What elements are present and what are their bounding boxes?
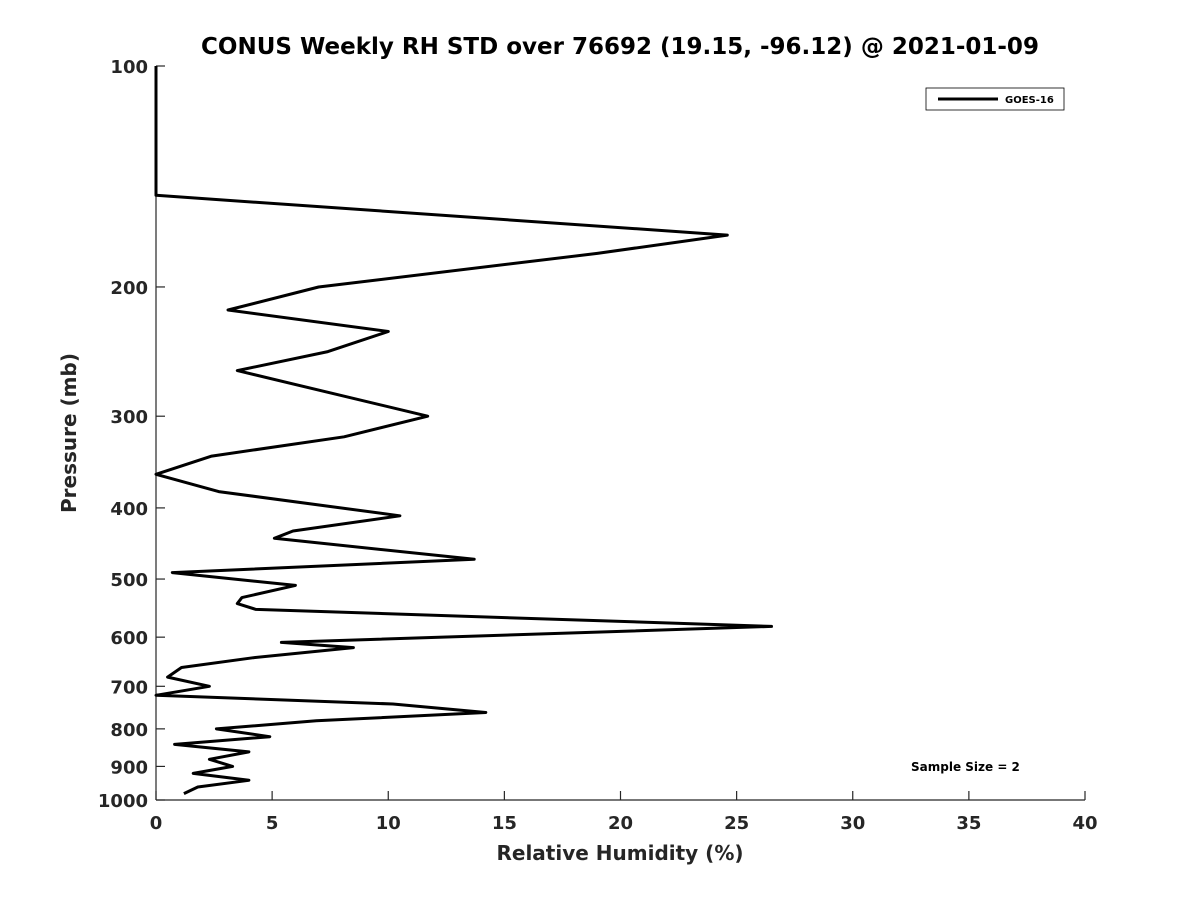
x-tick-label: 5 (266, 813, 279, 834)
x-ticks: 0 5 10 15 20 25 30 35 40 (150, 791, 1098, 834)
legend-label-goes16: GOES-16 (1005, 95, 1054, 106)
y-tick-label: 900 (110, 757, 148, 778)
x-tick-label: 40 (1072, 813, 1097, 834)
x-axis-label: Relative Humidity (%) (496, 841, 743, 865)
y-tick-label: 500 (110, 570, 148, 591)
x-tick-label: 25 (724, 813, 749, 834)
y-tick-label: 100 (110, 57, 148, 78)
y-tick-label: 1000 (98, 791, 148, 812)
x-tick-label: 0 (150, 813, 163, 834)
x-tick-label: 30 (840, 813, 865, 834)
y-axis-label: Pressure (mb) (57, 353, 81, 513)
x-tick-label: 35 (956, 813, 981, 834)
chart-title: CONUS Weekly RH STD over 76692 (19.15, -… (201, 34, 1039, 60)
x-tick-label: 10 (376, 813, 401, 834)
plot-area: 0 5 10 15 20 25 30 35 40 100 200 300 400 500 600 700 80… (98, 57, 1098, 834)
legend: GOES-16 (925, 87, 1065, 111)
y-tick-label: 600 (110, 628, 148, 649)
y-tick-label: 700 (110, 677, 148, 698)
y-ticks: 100 200 300 400 500 600 700 800 900 1000 (98, 57, 165, 812)
sample-size-annotation: Sample Size = 2 (911, 760, 1020, 774)
x-tick-label: 20 (608, 813, 633, 834)
y-tick-label: 300 (110, 407, 148, 428)
x-tick-label: 15 (492, 813, 517, 834)
y-tick-label: 800 (110, 720, 148, 741)
y-tick-label: 200 (110, 278, 148, 299)
y-tick-label: 400 (110, 499, 148, 520)
series-line-goes16 (154, 66, 773, 795)
